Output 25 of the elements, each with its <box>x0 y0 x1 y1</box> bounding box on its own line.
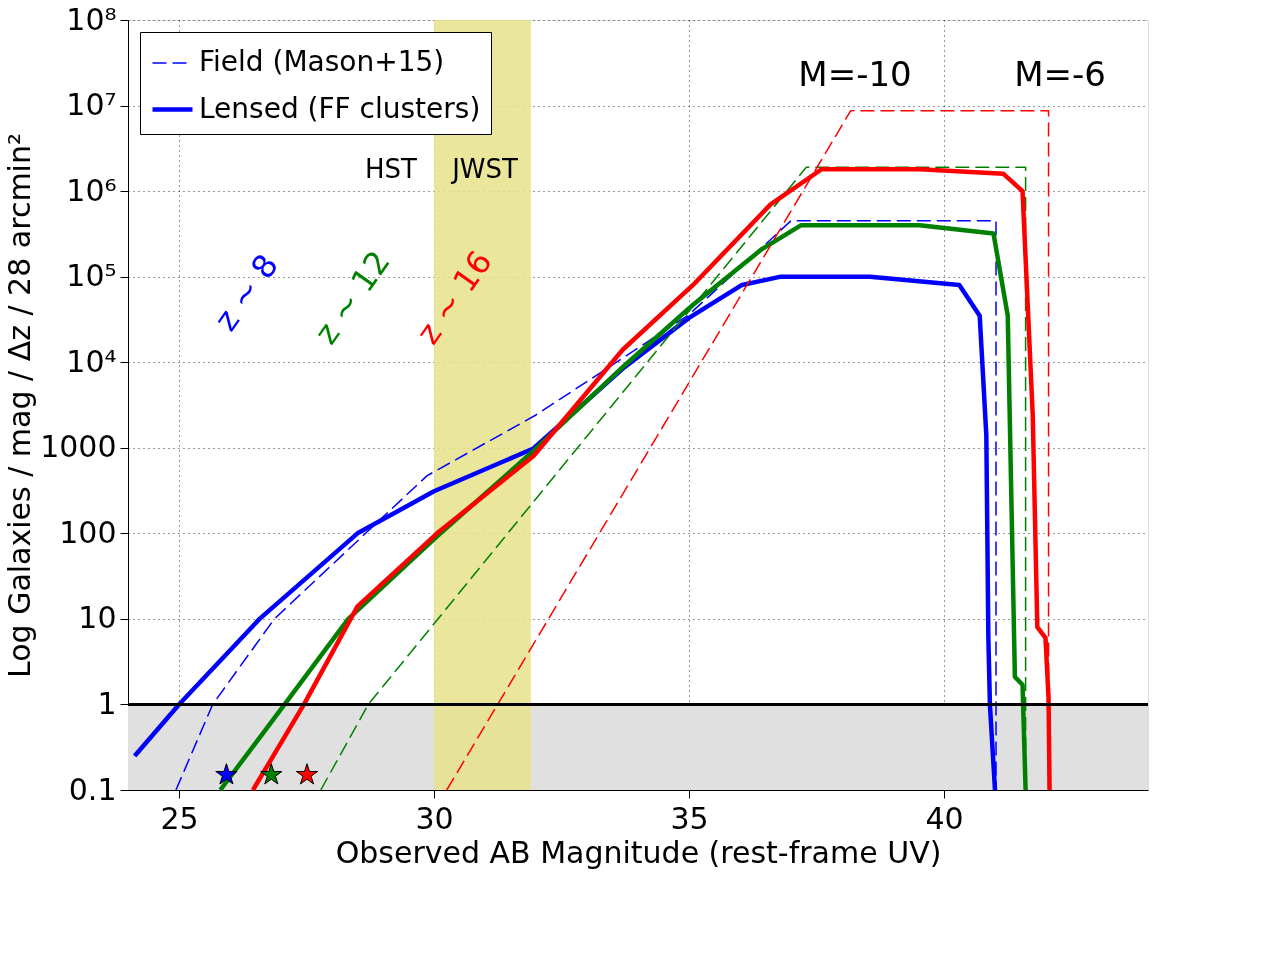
annotation: z ~ 8 <box>206 247 286 338</box>
x-tick-label: 40 <box>925 800 964 836</box>
annotation: HST <box>365 154 418 184</box>
y-tick-label: 10⁵ <box>66 258 117 294</box>
y-tick-label: 10⁴ <box>66 343 117 379</box>
y-tick-label: 1 <box>97 685 117 721</box>
annotation: JWST <box>450 154 518 184</box>
annotation: M=-6 <box>1014 54 1106 94</box>
annotation: z ~ 16 <box>408 243 500 352</box>
annotation: M=-10 <box>798 54 912 94</box>
y-tick-label: 0.1 <box>68 771 117 807</box>
legend-label: Lensed (FF clusters) <box>199 91 481 125</box>
y-tick-label: 10⁸ <box>66 1 117 37</box>
y-tick-label: 1000 <box>40 429 117 465</box>
x-axis-title: Observed AB Magnitude (rest-frame UV) <box>335 834 942 870</box>
legend-label: Field (Mason+15) <box>199 45 445 78</box>
y-axis-title: Log Galaxies / mag / Δz / 28 arcmin² <box>2 133 38 678</box>
x-tick-label: 35 <box>670 800 709 836</box>
y-tick-label: 10⁷ <box>66 87 117 123</box>
x-tick-label: 25 <box>160 800 199 836</box>
y-tick-label: 10 <box>78 600 117 636</box>
y-tick-label: 10⁶ <box>66 172 117 208</box>
x-tick-label: 30 <box>415 800 454 836</box>
y-tick-label: 100 <box>59 514 117 550</box>
annotation: z ~ 12 <box>306 243 398 352</box>
